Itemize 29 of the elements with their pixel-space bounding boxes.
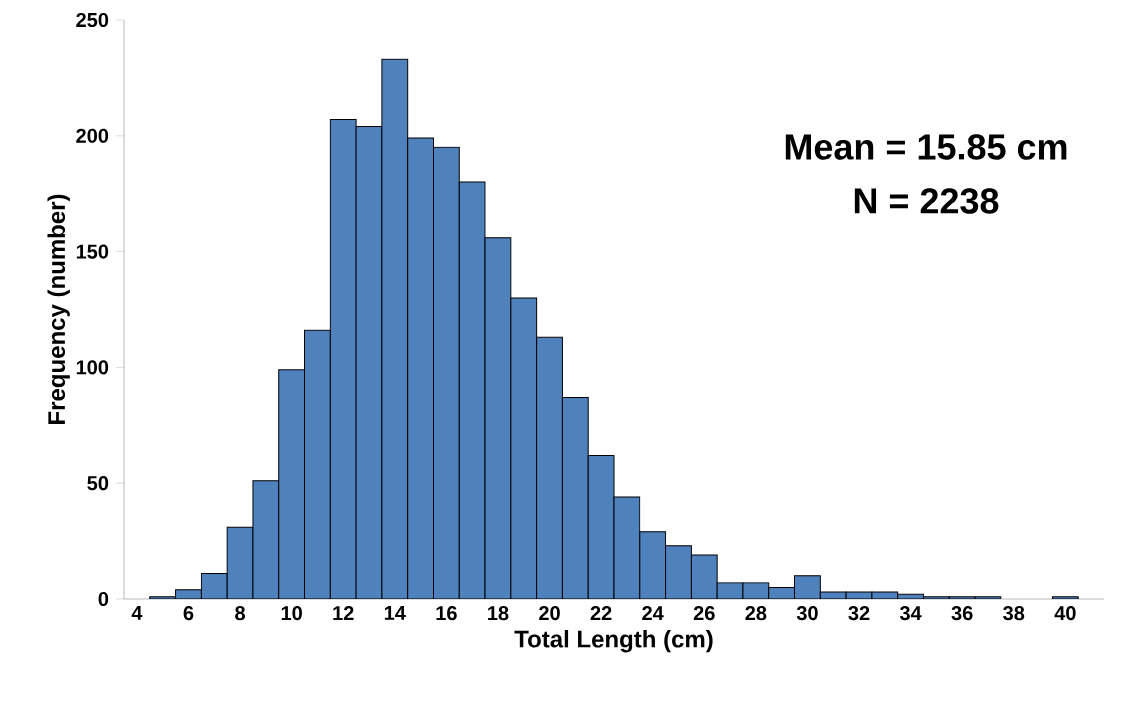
x-tick-label: 38	[1003, 606, 1025, 621]
x-tick-label: 22	[590, 606, 612, 621]
x-tick-label: 12	[333, 606, 354, 621]
x-tick-label: 14	[384, 606, 406, 620]
x-tick-label: 10	[281, 606, 302, 621]
y-tick-label: 50	[87, 476, 109, 491]
x-tick-label: 40	[1054, 606, 1076, 621]
x-tick-label: 18	[488, 606, 509, 621]
x-tick-label: 8	[235, 606, 245, 621]
x-tick-label: 6	[183, 606, 194, 621]
x-tick-label: 30	[796, 606, 818, 621]
x-tick-label: 36	[951, 606, 973, 621]
y-tick-label: 150	[76, 244, 109, 259]
annotation: N = 2238	[854, 188, 999, 214]
x-axis-title: Total Length (cm)	[514, 629, 713, 653]
x-tick-label: 26	[693, 606, 715, 621]
y-tick-label: 250	[76, 12, 109, 28]
annotation: Mean = 15.85 cm	[785, 134, 1067, 160]
y-tick-label: 200	[76, 128, 109, 143]
x-tick-label: 32	[848, 606, 870, 621]
x-tick-label: 24	[642, 606, 664, 621]
x-tick-label: 34	[899, 606, 922, 621]
y-axis-title: Frequency (number)	[47, 194, 70, 424]
y-tick-label: 0	[98, 591, 109, 607]
y-tick-label: 100	[76, 360, 109, 375]
x-tick-label: 16	[436, 606, 457, 621]
x-tick-label: 4	[131, 606, 143, 620]
x-tick-label: 28	[745, 606, 767, 621]
x-tick-label: 20	[539, 606, 560, 621]
